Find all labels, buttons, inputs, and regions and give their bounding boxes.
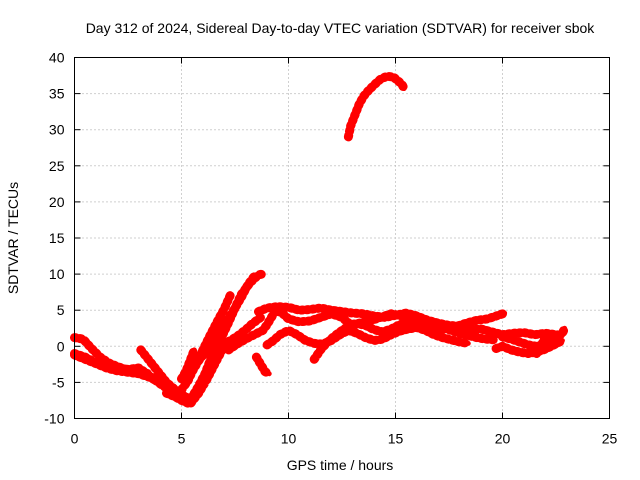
y-tick-label: -10 (44, 411, 64, 427)
y-tick-label: 20 (49, 194, 65, 210)
y-tick-label: 5 (57, 302, 65, 318)
series-track-12-markers (251, 352, 274, 379)
y-tick-label: 15 (49, 230, 65, 246)
x-tick-label: 15 (388, 431, 404, 447)
x-axis-ticks: 0 5 10 15 20 25 (71, 57, 618, 447)
y-tick-label: 30 (49, 122, 65, 138)
y-tick-label: -5 (52, 374, 65, 390)
data-series (70, 71, 570, 409)
y-tick-label: 0 (57, 338, 65, 354)
series-track-14-markers (262, 323, 473, 350)
grid-lines (74, 57, 610, 419)
series-track-20-markers (343, 71, 409, 142)
y-tick-label: 10 (49, 266, 65, 282)
series-track-16-markers (455, 324, 567, 340)
x-tick-label: 20 (495, 431, 511, 447)
series-track-19-markers (532, 332, 550, 358)
x-tick-label: 5 (178, 431, 186, 447)
y-axis-ticks: -10 -5 0 5 10 15 20 25 30 35 40 (44, 50, 610, 427)
series-track-9-markers (194, 271, 259, 366)
series-track-10-markers (209, 312, 266, 353)
x-tick-label: 10 (281, 431, 297, 447)
y-tick-label: 35 (49, 86, 65, 102)
x-tick-label: 25 (602, 431, 618, 447)
x-tick-label: 0 (71, 431, 79, 447)
chart-title: Day 312 of 2024, Sidereal Day-to-day VTE… (86, 20, 596, 36)
series-track-17-markers (491, 336, 567, 358)
y-tick-label: 25 (49, 158, 65, 174)
y-axis-label: SDTVAR / TECUs (5, 182, 21, 294)
y-tick-label: 40 (49, 50, 65, 66)
x-axis-label: GPS time / hours (287, 457, 394, 473)
series-track-6-markers (177, 345, 199, 384)
